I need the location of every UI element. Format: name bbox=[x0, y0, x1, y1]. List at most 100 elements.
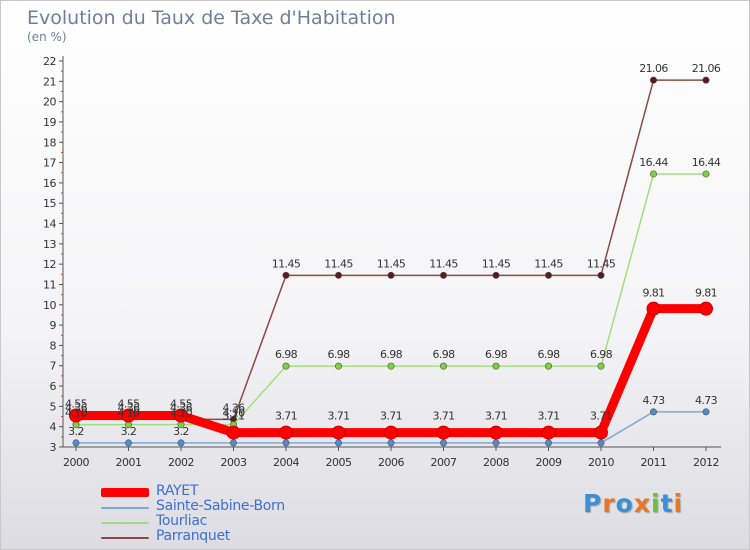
logo-letter: o bbox=[615, 489, 634, 518]
legend-item: Parranquet bbox=[101, 528, 341, 545]
y-tick-label: 3 bbox=[50, 441, 57, 454]
data-point bbox=[279, 425, 293, 440]
legend: RAYET Sainte-Sabine-Born Tourliac Parranque… bbox=[101, 483, 341, 545]
data-label: 16.44 bbox=[692, 156, 721, 169]
logo-letter: i bbox=[651, 489, 661, 518]
x-tick-label: 2011 bbox=[641, 456, 667, 469]
data-point bbox=[436, 425, 451, 440]
legend-swatch bbox=[101, 537, 149, 539]
axes: 3 4 5 6 7 8 9 10 11 12 13 14 15 16 17 18 19 20 21 22 2000 200… bbox=[43, 55, 721, 469]
data-point bbox=[439, 362, 447, 370]
series-tourliac bbox=[72, 170, 710, 429]
data-label: 4.10 bbox=[117, 407, 140, 420]
data-point bbox=[282, 362, 290, 370]
data-label: 3.2 bbox=[173, 425, 189, 438]
data-label: 3.71 bbox=[537, 410, 559, 423]
data-label: 3.71 bbox=[222, 410, 244, 423]
data-point bbox=[649, 76, 657, 84]
y-tick-label: 18 bbox=[43, 136, 56, 149]
logo-letter: r bbox=[602, 489, 616, 518]
data-point bbox=[384, 425, 398, 440]
data-point bbox=[597, 362, 605, 370]
data-label: 21.06 bbox=[639, 62, 668, 75]
x-tick-label: 2010 bbox=[588, 456, 614, 469]
data-label: 11.45 bbox=[482, 257, 511, 270]
data-label: 11.45 bbox=[587, 257, 616, 270]
y-tick-label: 22 bbox=[43, 55, 56, 68]
data-label: 9.81 bbox=[695, 287, 717, 300]
data-label: 16.44 bbox=[639, 156, 668, 169]
data-label: 11.45 bbox=[377, 257, 406, 270]
data-label: 4.36 bbox=[170, 401, 193, 414]
data-point bbox=[646, 301, 661, 316]
data-point bbox=[282, 271, 290, 279]
y-tick-label: 13 bbox=[43, 238, 56, 251]
legend-swatch bbox=[101, 522, 149, 524]
y-tick-label: 12 bbox=[43, 258, 56, 271]
data-point bbox=[331, 425, 346, 440]
data-label: 3.71 bbox=[432, 410, 454, 423]
data-point bbox=[72, 439, 80, 447]
data-point bbox=[597, 271, 605, 279]
data-label: 3.71 bbox=[485, 410, 507, 423]
y-tick-label: 11 bbox=[43, 278, 56, 291]
data-label: 3.71 bbox=[590, 410, 612, 423]
x-tick-label: 2008 bbox=[483, 456, 509, 469]
data-point bbox=[174, 408, 188, 423]
logo-letter: t bbox=[660, 489, 674, 518]
data-point bbox=[177, 439, 185, 447]
y-tick-label: 4 bbox=[50, 421, 57, 434]
data-point bbox=[492, 271, 500, 279]
y-tick-label: 6 bbox=[50, 380, 57, 393]
x-tick-label: 2004 bbox=[273, 456, 299, 469]
data-point bbox=[544, 271, 552, 279]
x-tick-label: 2002 bbox=[168, 456, 194, 469]
data-point bbox=[702, 170, 710, 178]
data-point bbox=[226, 425, 241, 440]
data-label: 21.06 bbox=[692, 62, 721, 75]
data-label: 11.45 bbox=[534, 257, 563, 270]
data-label: 4.55 bbox=[170, 398, 193, 411]
data-label: 3.2 bbox=[68, 425, 84, 438]
logo-letter: P bbox=[583, 489, 603, 518]
data-label: 4.10 bbox=[65, 407, 88, 420]
y-tick-label: 20 bbox=[43, 96, 56, 109]
x-tick-label: 2005 bbox=[326, 456, 352, 469]
data-point bbox=[334, 439, 342, 447]
proxiti-logo: Proxiti bbox=[583, 489, 683, 518]
data-label: 3.2 bbox=[121, 425, 137, 438]
data-point bbox=[125, 439, 133, 447]
data-label: 3.71 bbox=[380, 410, 402, 423]
data-point bbox=[492, 439, 500, 447]
y-tick-label: 15 bbox=[43, 197, 56, 210]
data-point bbox=[439, 271, 447, 279]
data-point bbox=[702, 408, 710, 416]
data-point bbox=[282, 439, 290, 447]
data-label: 11.45 bbox=[324, 257, 353, 270]
data-label: 6.98 bbox=[327, 348, 350, 361]
x-tick-label: 2006 bbox=[378, 456, 404, 469]
data-label: 3.71 bbox=[327, 410, 349, 423]
data-point bbox=[334, 362, 342, 370]
data-point bbox=[699, 301, 713, 316]
y-tick-label: 17 bbox=[43, 157, 56, 170]
data-label: 4.10 bbox=[170, 407, 193, 420]
x-tick-label: 2007 bbox=[431, 456, 457, 469]
legend-label: RAYET bbox=[156, 483, 199, 499]
legend-label: Parranquet bbox=[156, 528, 230, 544]
data-label: 4.73 bbox=[695, 394, 718, 407]
data-point bbox=[544, 362, 552, 370]
y-tick-label: 19 bbox=[43, 116, 56, 129]
data-point bbox=[649, 408, 657, 416]
data-point bbox=[544, 439, 552, 447]
data-point bbox=[702, 76, 710, 84]
data-label: 4.55 bbox=[65, 398, 88, 411]
legend-item: Sainte-Sabine-Born bbox=[101, 498, 341, 515]
x-tick-label: 2003 bbox=[221, 456, 247, 469]
data-label: 6.98 bbox=[380, 348, 403, 361]
series-parranquet bbox=[72, 76, 710, 423]
logo-letter: x bbox=[633, 489, 651, 518]
data-label: 6.98 bbox=[275, 348, 298, 361]
